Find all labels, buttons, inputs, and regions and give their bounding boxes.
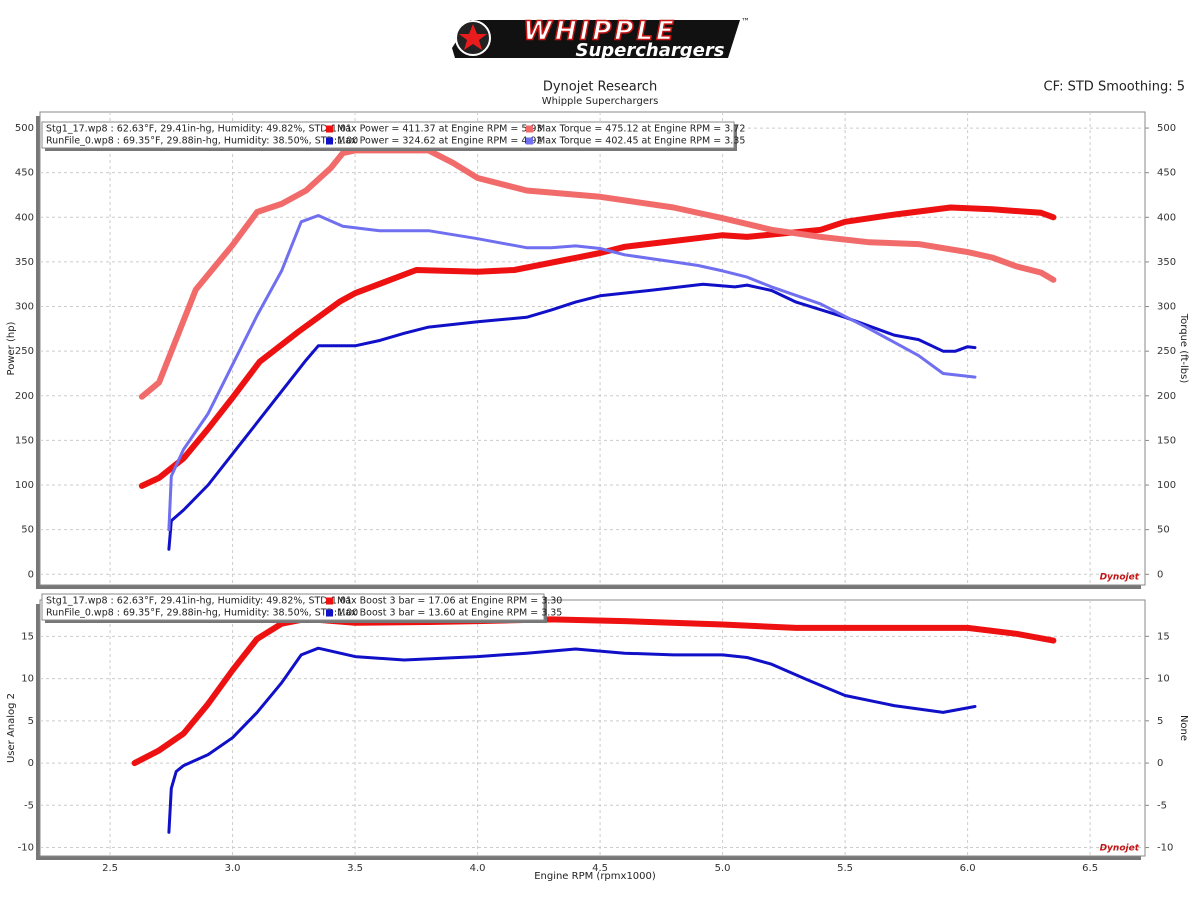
y2-axis-label: None: [1178, 715, 1189, 741]
y-tick-label: 50: [21, 525, 34, 536]
y-axis-label: Power (hp): [6, 321, 17, 375]
legend-label: Max Power = 324.62 at Engine RPM = 4.92: [337, 136, 542, 147]
x-tick-label: 5.0: [715, 863, 731, 874]
legend: [41, 121, 735, 149]
y2-tick-label: 400: [1157, 212, 1176, 223]
legend-label: Max Torque = 402.45 at Engine RPM = 3.35: [537, 136, 745, 147]
logo: WHIPPLE ™ Superchargers: [452, 16, 750, 61]
y2-tick-label: 250: [1157, 346, 1176, 357]
y2-tick-label: 5: [1157, 716, 1163, 727]
legend-swatch: [326, 609, 333, 617]
x-tick-label: 3.0: [225, 863, 241, 874]
y2-tick-label: 0: [1157, 758, 1163, 769]
y-tick-label: 150: [15, 435, 34, 446]
y-tick-label: 0: [28, 569, 34, 580]
series-line: [138, 147, 1057, 400]
x-tick-label: 6.5: [1082, 863, 1098, 874]
y2-tick-label: -5: [1157, 800, 1167, 811]
legend-label: Max Torque = 475.12 at Engine RPM = 3.72: [537, 124, 745, 135]
plot-area: [39, 599, 1146, 857]
watermark: Dynojet: [1100, 844, 1140, 854]
logo-star: [459, 24, 487, 50]
y-tick-label: 350: [15, 257, 34, 268]
series-line: [167, 214, 977, 532]
logo-trademark: ™: [741, 18, 750, 28]
y2-tick-label: 300: [1157, 302, 1176, 313]
logo-text: WHIPPLE: [523, 17, 677, 47]
series-line: [167, 646, 977, 834]
y2-tick-label: 0: [1157, 569, 1163, 580]
y-tick-label: 5: [28, 716, 34, 727]
y2-tick-label: 450: [1157, 168, 1176, 179]
logo-sub: Superchargers: [576, 40, 725, 61]
settings: CF: STD Smoothing: 5: [1044, 80, 1185, 95]
legend-label: Max Power = 411.37 at Engine RPM = 5.93: [337, 124, 542, 135]
legend: [41, 593, 545, 621]
y2-tick-label: -10: [1157, 843, 1173, 854]
y-tick-label: 400: [15, 212, 34, 223]
watermark: Dynojet: [1100, 573, 1140, 583]
legend-swatch: [526, 125, 533, 133]
y2-tick-label: 350: [1157, 257, 1176, 268]
x-tick-label: 6.0: [960, 863, 976, 874]
y-tick-label: 500: [15, 123, 34, 134]
y2-tick-label: 200: [1157, 391, 1176, 402]
x-axis-label: Engine RPM (rpmx1000): [534, 871, 656, 882]
legend-swatch: [326, 137, 333, 145]
y2-tick-label: 150: [1157, 435, 1176, 446]
y-tick-label: 450: [15, 168, 34, 179]
legend-run: RunFile_0.wp8 : 69.35°F, 29.88in-hg, Hum…: [46, 608, 358, 619]
legend-run: RunFile_0.wp8 : 69.35°F, 29.88in-hg, Hum…: [46, 136, 358, 147]
y2-tick-label: 100: [1157, 480, 1176, 491]
y2-tick-label: 15: [1157, 631, 1170, 642]
plot-area: [39, 111, 1146, 586]
series-line: [138, 204, 1057, 489]
x-tick-label: 4.5: [592, 863, 608, 874]
legend-swatch: [326, 597, 333, 605]
chart-title: Dynojet Research: [543, 80, 657, 95]
legend-swatch: [526, 137, 533, 145]
y2-tick-label: 500: [1157, 123, 1176, 134]
y-tick-label: 10: [21, 674, 34, 685]
legend-swatch: [326, 125, 333, 133]
legend-run: Stg1_17.wp8 : 62.63°F, 29.41in-hg, Humid…: [46, 596, 352, 607]
legend-run: Stg1_17.wp8 : 62.63°F, 29.41in-hg, Humid…: [46, 124, 352, 135]
y-tick-label: 300: [15, 302, 34, 313]
x-tick-label: 2.5: [102, 863, 118, 874]
y-tick-label: -5: [24, 800, 34, 811]
legend-label: Max Boost 3 bar = 17.06 at Engine RPM = …: [337, 596, 562, 607]
y-tick-label: 15: [21, 631, 34, 642]
legend-label: Max Boost 3 bar = 13.60 at Engine RPM = …: [337, 608, 562, 619]
y-tick-label: 100: [15, 480, 34, 491]
y-tick-label: 250: [15, 346, 34, 357]
series-line: [167, 282, 977, 551]
y2-tick-label: 50: [1157, 525, 1170, 536]
x-tick-label: 5.5: [837, 863, 853, 874]
y-tick-label: -10: [18, 843, 34, 854]
x-tick-label: 3.5: [347, 863, 363, 874]
logo-band: [452, 20, 740, 58]
y-tick-label: 0: [28, 758, 34, 769]
chart-subtitle: Whipple Superchargers: [542, 96, 659, 107]
y-axis-label: User Analog 2: [6, 693, 17, 763]
y2-tick-label: 10: [1157, 674, 1170, 685]
y-tick-label: 200: [15, 391, 34, 402]
y2-axis-label: Torque (ft-lbs): [1178, 313, 1189, 384]
x-tick-label: 4.0: [470, 863, 486, 874]
